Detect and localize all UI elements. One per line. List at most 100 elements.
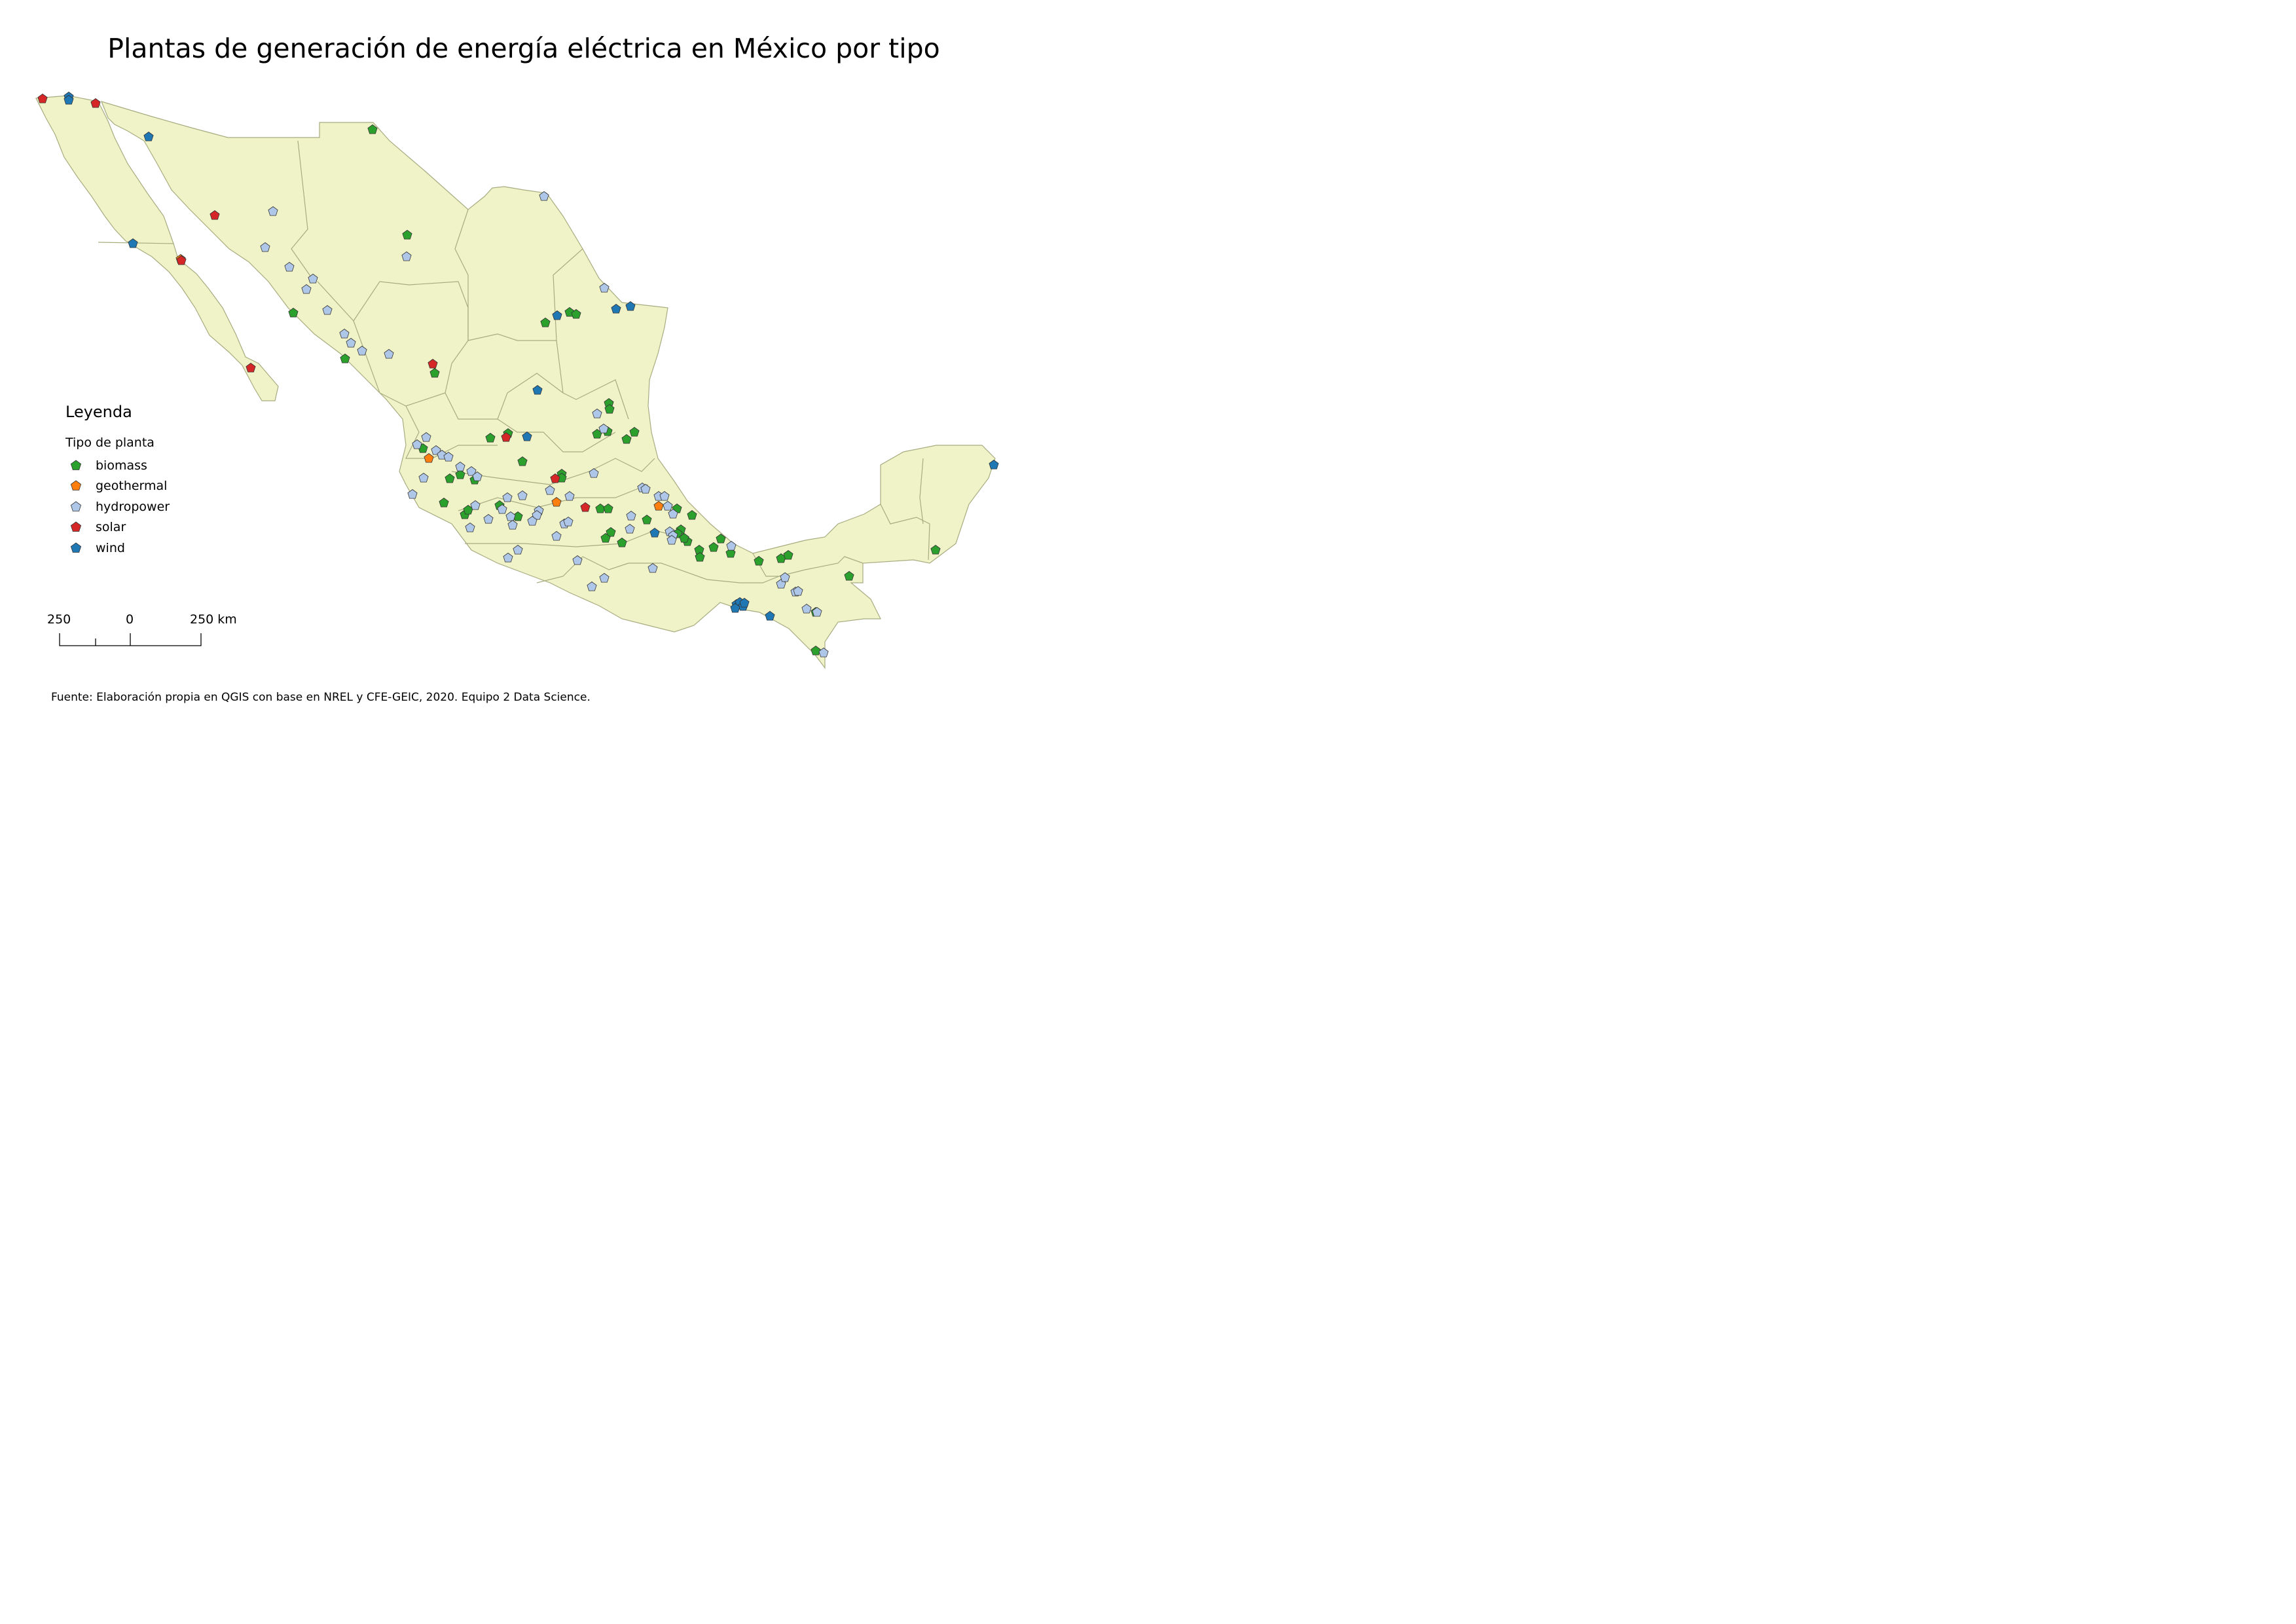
legend-label-biomass: biomass (96, 458, 147, 473)
wind-plant-marker (611, 304, 621, 314)
hydropower-plant-marker (421, 432, 431, 442)
scale-label-center: 0 (126, 612, 134, 627)
wind-plant-marker (730, 603, 740, 613)
hydropower-plant-marker (268, 206, 278, 216)
hydropower-plant-marker (572, 555, 583, 565)
baja-california-peninsula (35, 95, 279, 401)
biomass-plant-marker (429, 368, 440, 378)
hydropower-plant-marker (470, 500, 481, 510)
legend-title: Leyenda (65, 403, 132, 421)
hydropower-plant-marker (625, 524, 635, 534)
hydropower-plant-marker (539, 191, 549, 201)
wind-plant-marker (522, 432, 532, 441)
hydropower-plant-marker (407, 489, 418, 499)
biomass-plant-marker (606, 527, 616, 537)
legend-label-wind: wind (96, 540, 125, 555)
state-borders (98, 140, 930, 583)
wind-plant-marker (649, 528, 660, 538)
hydropower-plant-marker (726, 541, 737, 551)
hydropower-plant-marker (592, 409, 602, 418)
hydropower-plant-marker (668, 509, 678, 519)
hydropower-plant-marker (260, 242, 270, 252)
hydropower-plant-marker (599, 283, 610, 293)
biomass-plant-marker (540, 318, 551, 327)
hydropower-plant-marker (563, 517, 574, 526)
biomass-plant-marker (687, 510, 697, 520)
hydropower-plant-marker (466, 466, 477, 476)
biomass-plant-marker (811, 646, 821, 655)
solar-plant-marker (246, 363, 256, 373)
biomass-plant-marker (288, 308, 299, 318)
biomass-plant-marker (604, 404, 615, 414)
hydropower-plant-marker (505, 511, 516, 521)
biomass-plant-marker (930, 545, 941, 555)
map-canvas (35, 92, 999, 669)
solar-plant-marker (176, 255, 187, 265)
hydropower-plant-marker (780, 572, 790, 582)
hydropower-plant-marker (465, 523, 475, 532)
map-title: Plantas de generación de energía eléctri… (107, 33, 940, 64)
wind-plant-marker (64, 95, 74, 105)
hydropower-plant-marker (431, 445, 441, 455)
source-note: Fuente: Elaboración propia en QGIS con b… (51, 691, 591, 704)
biomass-plant-marker (708, 542, 719, 552)
legend-item-solar: solar (65, 517, 170, 538)
wind-plant-marker (765, 611, 775, 621)
biomass-plant-marker (603, 504, 613, 513)
hydropower-plant-marker (418, 473, 429, 483)
legend-item-biomass: biomass (65, 455, 170, 476)
biomass-plant-marker (439, 498, 449, 507)
hydropower-plant-marker (284, 262, 295, 272)
hydropower-plant-marker (640, 484, 651, 494)
hydropower-plant-marker (551, 531, 562, 541)
hydropower-plant-marker (401, 251, 412, 261)
biomass-plant-marker (367, 124, 378, 134)
hydropower-plant-marker (532, 510, 542, 520)
hydropower-plant-marker (659, 491, 670, 501)
biomass-plant-marker (485, 433, 496, 443)
solar-plant-marker (37, 94, 48, 103)
legend-label-geothermal: geothermal (96, 479, 168, 494)
hydropower-plant-marker (564, 491, 575, 501)
biomass-plant-marker (844, 571, 854, 581)
geothermal-pentagon-icon (70, 480, 82, 491)
hydropower-plant-marker (346, 338, 356, 348)
geothermal-plant-marker (551, 497, 562, 507)
solar-plant-marker (428, 359, 438, 369)
legend-item-wind: wind (65, 538, 170, 559)
biomass-plant-marker (695, 552, 705, 562)
hydropower-plant-marker (666, 535, 677, 545)
hydropower-plant-marker (502, 492, 513, 502)
hydropower-plant-marker (412, 439, 422, 449)
hydropower-plant-marker (517, 490, 528, 500)
mexico-mainland (100, 101, 996, 669)
hydropower-plant-marker (513, 545, 523, 555)
scale-bar-ruler (59, 633, 202, 646)
biomass-plant-marker (783, 550, 793, 560)
biomass-plant-marker (445, 473, 455, 483)
hydropower-plant-marker (357, 346, 367, 356)
solar-plant-marker (90, 98, 101, 108)
hydropower-plant-marker (626, 511, 636, 521)
hydropower-plant-marker (598, 424, 609, 434)
wind-plant-marker (625, 301, 636, 311)
hydropower-plant-marker (812, 607, 822, 617)
geothermal-plant-marker (653, 501, 664, 511)
hydropower-plant-marker (507, 520, 518, 530)
geothermal-plant-marker (424, 453, 434, 463)
wind-plant-marker (128, 238, 138, 248)
hydropower-plant-marker (599, 573, 610, 583)
biomass-plant-marker (571, 309, 581, 319)
hydropower-plant-marker (663, 501, 673, 511)
solar-pentagon-icon (70, 521, 82, 532)
wind-plant-marker (739, 598, 750, 608)
hydropower-plant-marker (587, 581, 597, 591)
hydropower-plant-marker (647, 563, 658, 573)
biomass-plant-marker (716, 534, 726, 544)
wind-pentagon-icon (70, 542, 82, 553)
wind-plant-marker (532, 385, 543, 395)
hydropower-plant-marker (301, 284, 312, 294)
hydropower-plant-marker (443, 452, 454, 462)
hydropower-plant-marker (793, 586, 803, 596)
biomass-plant-marker (600, 533, 611, 543)
